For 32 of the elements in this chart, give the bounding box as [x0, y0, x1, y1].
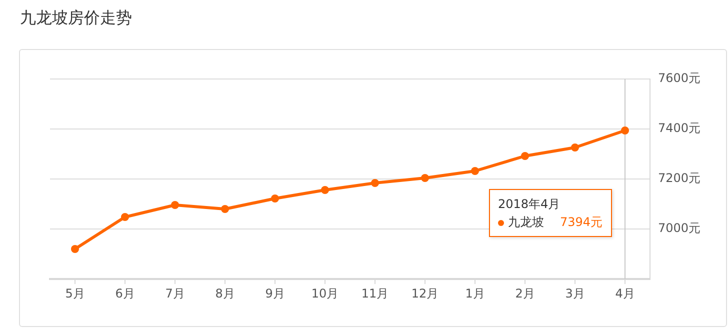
x-tick-label: 8月 — [215, 286, 235, 300]
x-tick-label: 12月 — [411, 286, 439, 300]
point — [171, 201, 179, 209]
point — [321, 186, 329, 194]
x-tick-label: 10月 — [311, 286, 339, 300]
point — [71, 245, 79, 253]
x-tick-label: 3月 — [565, 286, 585, 300]
y-tick-label: 7200元 — [658, 171, 701, 186]
point — [221, 205, 229, 213]
x-tick-label: 11月 — [361, 286, 389, 300]
point — [571, 144, 579, 152]
point — [271, 194, 279, 202]
legend-label: 九龙坡 — [508, 215, 544, 229]
annotation: 2018年4月 — [498, 196, 562, 213]
chart-title: 九龙坡房价走势 — [20, 8, 132, 29]
annotation: 7394元 — [560, 215, 603, 229]
y-tick-label: 7600元 — [658, 71, 701, 86]
point — [121, 213, 129, 221]
x-tick-label: 5月 — [65, 286, 85, 300]
point — [621, 126, 629, 134]
x-tick-label: 2月 — [515, 286, 535, 300]
x-tick-label: 1月 — [465, 286, 485, 300]
x-tick-label: 9月 — [265, 286, 285, 300]
x-tick-label: 6月 — [115, 286, 135, 300]
point — [371, 179, 379, 187]
y-tick-label: 7400元 — [658, 121, 701, 136]
point — [471, 167, 479, 175]
point — [421, 174, 429, 182]
x-tick-label: 7月 — [165, 286, 185, 300]
x-tick-label: 4月 — [615, 286, 635, 300]
point — [521, 152, 529, 160]
y-tick-label: 7000元 — [658, 221, 701, 236]
